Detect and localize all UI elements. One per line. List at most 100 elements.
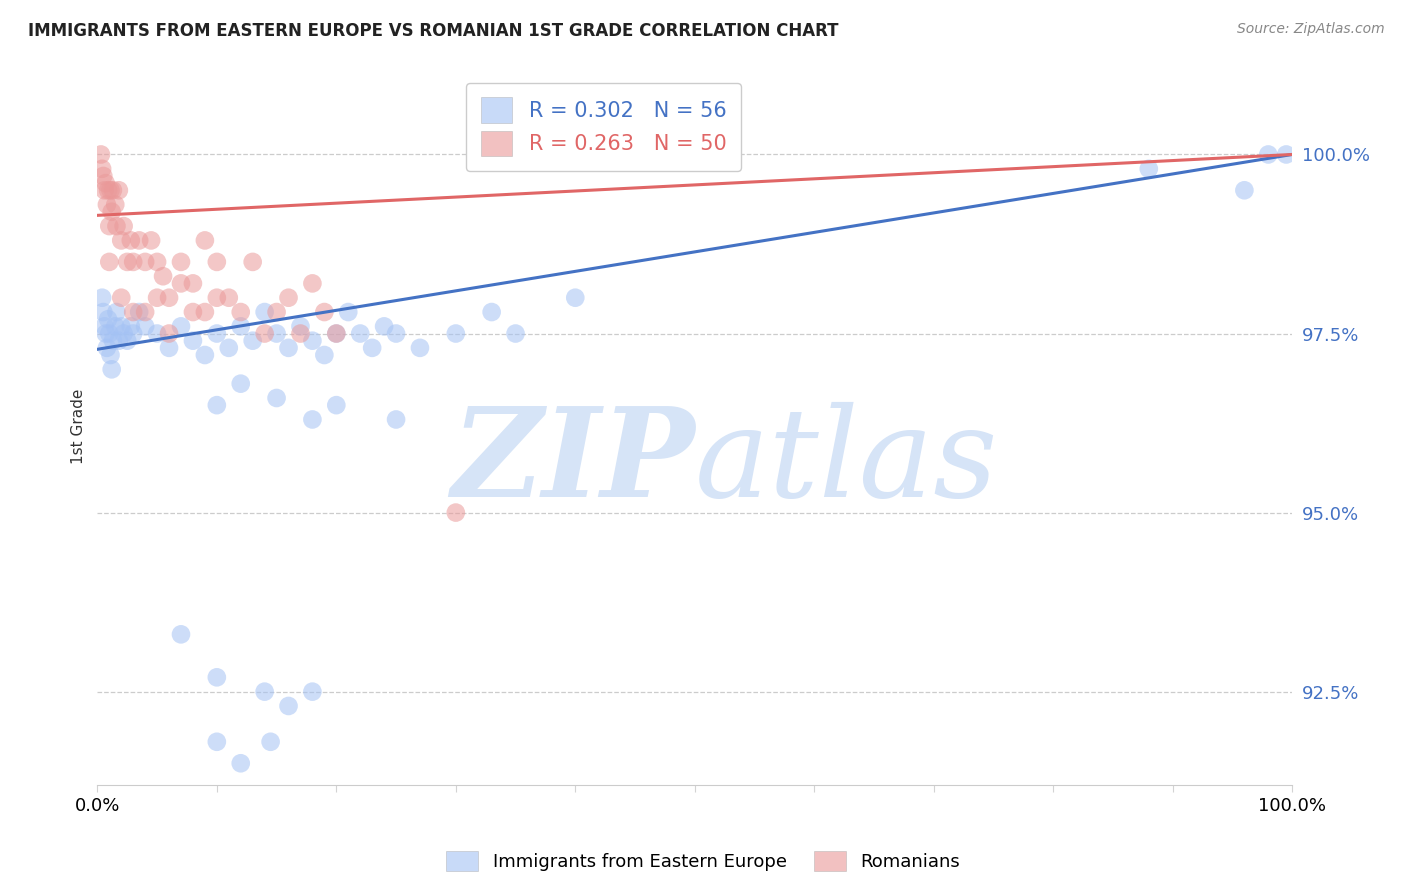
Point (97, 183, 120, 197)
Point (146, 326, 169, 341)
Text: ZIP: ZIP (451, 401, 695, 524)
Point (266, 326, 288, 341)
Point (105, 219, 128, 233)
Point (277, 341, 299, 355)
Point (290, 319, 312, 334)
Point (91, 305, 114, 319)
Point (277, 698, 299, 713)
Point (122, 305, 145, 319)
Point (157, 291, 180, 305)
Point (229, 305, 252, 319)
Text: atlas: atlas (695, 401, 998, 524)
Point (194, 234, 217, 248)
Point (229, 376, 252, 391)
Point (115, 255, 138, 269)
Point (325, 398, 347, 412)
Point (100, 362, 122, 376)
Point (505, 326, 527, 341)
Point (96, 341, 118, 355)
Text: IMMIGRANTS FROM EASTERN EUROPE VS ROMANIAN 1ST GRADE CORRELATION CHART: IMMIGRANTS FROM EASTERN EUROPE VS ROMANI… (28, 22, 838, 40)
Point (146, 255, 169, 269)
Point (1275, 147, 1298, 161)
Point (152, 269, 174, 284)
Point (564, 291, 586, 305)
Point (181, 334, 204, 348)
Point (301, 277, 323, 291)
Point (98, 326, 121, 341)
Point (314, 348, 336, 362)
Point (253, 684, 276, 698)
Point (205, 291, 228, 305)
Point (170, 277, 193, 291)
Point (104, 197, 127, 211)
Point (170, 627, 193, 641)
Point (104, 319, 127, 334)
Point (94, 176, 117, 190)
Legend: Immigrants from Eastern Europe, Romanians: Immigrants from Eastern Europe, Romanian… (439, 844, 967, 879)
Point (1257, 147, 1279, 161)
Point (91, 169, 114, 183)
Point (100, 183, 122, 197)
Point (253, 305, 276, 319)
Text: Source: ZipAtlas.com: Source: ZipAtlas.com (1237, 22, 1385, 37)
Point (100, 204, 122, 219)
Point (170, 319, 193, 334)
Point (110, 234, 132, 248)
Point (96, 197, 118, 211)
Point (128, 305, 150, 319)
Point (266, 305, 288, 319)
Point (139, 234, 162, 248)
Point (361, 341, 384, 355)
Point (218, 291, 240, 305)
Y-axis label: 1st Grade: 1st Grade (72, 389, 86, 465)
Point (120, 234, 142, 248)
Point (101, 183, 124, 197)
Point (301, 684, 323, 698)
Point (205, 326, 228, 341)
Point (229, 319, 252, 334)
Point (325, 326, 347, 341)
Point (385, 412, 408, 426)
Point (266, 391, 288, 405)
Point (385, 326, 408, 341)
Point (146, 291, 169, 305)
Point (134, 255, 156, 269)
Point (194, 305, 217, 319)
Point (108, 183, 131, 197)
Point (108, 334, 131, 348)
Point (94, 326, 117, 341)
Point (290, 326, 312, 341)
Point (110, 319, 132, 334)
Point (253, 326, 276, 341)
Point (122, 255, 145, 269)
Point (93, 319, 115, 334)
Point (112, 219, 135, 233)
Point (242, 255, 264, 269)
Point (205, 255, 228, 269)
Point (120, 319, 142, 334)
Point (98, 219, 121, 233)
Point (444, 326, 467, 341)
Point (128, 234, 150, 248)
Point (157, 326, 180, 341)
Point (134, 305, 156, 319)
Point (229, 756, 252, 771)
Point (301, 334, 323, 348)
Point (205, 670, 228, 684)
Point (110, 291, 132, 305)
Point (444, 506, 467, 520)
Point (91, 291, 114, 305)
Point (91, 161, 114, 176)
Point (205, 398, 228, 412)
Point (97, 312, 120, 326)
Point (1137, 161, 1160, 176)
Point (337, 305, 360, 319)
Point (205, 735, 228, 749)
Point (301, 412, 323, 426)
Point (170, 255, 193, 269)
Point (409, 341, 432, 355)
Point (105, 305, 128, 319)
Point (1233, 183, 1256, 197)
Point (100, 348, 122, 362)
Point (115, 334, 138, 348)
